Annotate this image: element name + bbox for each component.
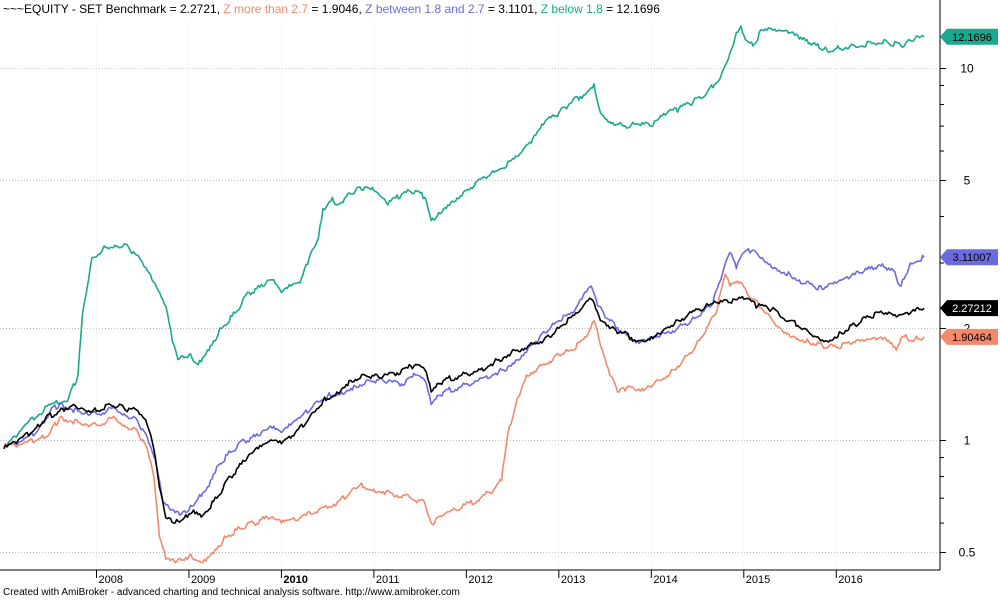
x-tick-label: 2012 (468, 574, 492, 586)
legend-value: 1.9046 (321, 2, 359, 16)
last-value-box (940, 300, 998, 317)
legend-label: Z below 1.8 (540, 2, 603, 16)
last-value-label: 2.27212 (952, 303, 992, 315)
legend-prefix: ~~~EQUITY - (3, 2, 80, 16)
last-value-box (940, 28, 998, 45)
legend-item-benchmark: SET Benchmark = 2.2721 (79, 2, 217, 16)
legend-value: 2.2721 (180, 2, 217, 16)
x-axis-ticks: 2008 2009 2010 2011 2012 2013 2014 2015 2016 (95, 570, 863, 586)
x-tick-label: 2014 (653, 574, 677, 586)
y-tick-label: 5 (964, 173, 971, 187)
x-tick-label: 2011 (376, 574, 400, 586)
legend-label: Z more than 2.7 (223, 2, 309, 16)
y-tick-label: 0.5 (959, 546, 976, 560)
legend-label: SET Benchmark (79, 2, 167, 16)
series-line (3, 273, 925, 564)
y-tick-label: 2 (964, 322, 971, 336)
legend-value: 12.1696 (616, 2, 660, 16)
x-tick-label: 2008 (98, 574, 122, 586)
grid-lines (0, 20, 940, 570)
series-lines (3, 25, 925, 564)
series-line (3, 295, 925, 524)
legend-label: Z between 1.8 and 2.7 (365, 2, 485, 16)
x-tick-label: 2016 (838, 574, 862, 586)
y-tick-label: 10 (960, 61, 974, 75)
last-value-labels: 12.1696 3.11007 1.90464 2.27212 (940, 28, 998, 345)
last-value-box (940, 249, 998, 266)
legend-item-z-below: Z below 1.8 (541, 2, 603, 16)
y-axis-ticks: 0.5 1 2 5 10 (940, 61, 976, 560)
last-value-label: 3.11007 (953, 252, 992, 264)
last-value-label: 1.90464 (952, 332, 992, 344)
y-tick-label: 1 (964, 434, 971, 448)
legend-item-z-more: Z more than 2.7 (223, 2, 308, 16)
chart-legend: ~~~EQUITY - SET Benchmark = 2.2721, Z mo… (3, 2, 660, 16)
legend-item-z-between: Z between 1.8 and 2.7 (365, 2, 484, 16)
x-tick-label: 2010 (283, 574, 307, 586)
footer-credit: Created with AmiBroker - advanced charti… (3, 587, 460, 598)
legend-value: 3.1101 (498, 2, 535, 16)
last-value-box (940, 328, 998, 345)
x-tick-label: 2015 (746, 574, 770, 586)
last-value-label: 12.1696 (952, 32, 992, 44)
x-tick-label: 2013 (561, 574, 585, 586)
series-line (3, 25, 925, 450)
x-tick-label: 2009 (191, 574, 215, 586)
